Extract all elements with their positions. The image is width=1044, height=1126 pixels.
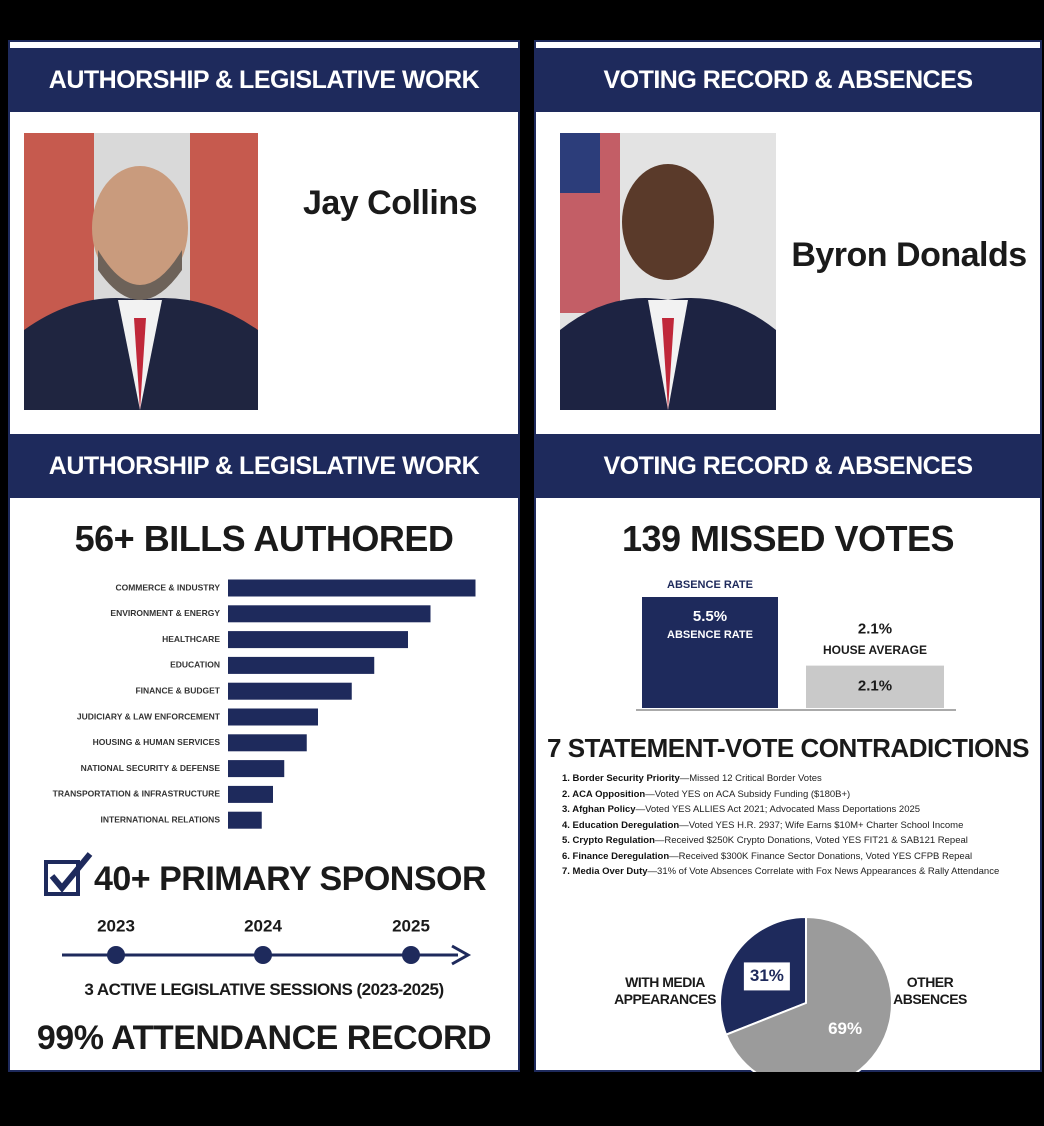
bar [228, 785, 273, 803]
timeline-year: 2024 [244, 916, 282, 935]
contradiction-detail: —Missed 12 Critical Border Votes [679, 773, 822, 784]
photo [560, 133, 776, 410]
pie-category: OTHER ABSENCES [893, 974, 967, 1007]
value-label: 5.5% [693, 608, 727, 625]
section-header: VOTING RECORD & ABSENCES [536, 434, 1040, 498]
contradiction-topic: 1. Border Security Priority [562, 773, 680, 784]
value-label: 2.1% [858, 621, 892, 638]
checkbox-icon [44, 852, 93, 896]
bar [228, 708, 318, 726]
bar-label: EDUCATION [170, 660, 220, 670]
bar [228, 682, 352, 700]
bar-label: ENVIRONMENT & ENERGY [110, 608, 220, 618]
bar [228, 811, 262, 829]
timeline-dot [254, 946, 272, 964]
contradiction-topic: 3. Afghan Policy [562, 804, 636, 815]
contradiction-item: 5. Crypto Regulation—Received $250K Cryp… [562, 833, 1032, 849]
bar [228, 631, 408, 649]
contradiction-item: 3. Afghan Policy—Voted YES ALLIES Act 20… [562, 802, 1032, 818]
value-label: 69% [828, 1019, 862, 1038]
bar [806, 665, 944, 708]
contradiction-item: 7. Media Over Duty—31% of Vote Absences … [562, 864, 1032, 880]
person-name: Jay Collins [302, 184, 478, 222]
timeline-year: 2023 [97, 916, 135, 935]
header: AUTHORSHIP & LEGISLATIVE WORK [10, 48, 518, 112]
bar-label: INTERNATIONAL RELATIONS [101, 814, 221, 824]
contradiction-item: 6. Finance Deregulation—Received $300K F… [562, 849, 1032, 865]
bar-label: TRANSPORTATION & INFRASTRUCTURE [53, 789, 221, 799]
section-header: AUTHORSHIP & LEGISLATIVE WORK [10, 434, 518, 498]
bar-category: ABSENCE RATE [667, 629, 753, 641]
bar [228, 734, 307, 752]
bar [228, 579, 476, 597]
contradiction-detail: —31% of Vote Absences Correlate with Fox… [647, 866, 1000, 877]
bottom-bar [0, 1072, 1044, 1126]
bar-label: JUDICIARY & LAW ENFORCEMENT [77, 711, 221, 721]
contradiction-topic: 6. Finance Deregulation [562, 850, 670, 862]
bar [642, 597, 778, 708]
photo [24, 133, 258, 410]
contradiction-topic: 4. Education Deregulation [562, 819, 680, 831]
bar-label: HEALTHCARE [162, 634, 220, 644]
contradiction-detail: —Received $250K Crypto Donations, Voted … [654, 835, 968, 846]
bar-category: HOUSE AVERAGE [823, 643, 927, 657]
bar [228, 656, 375, 674]
bar-label: FINANCE & BUDGET [135, 685, 220, 695]
value-label: 2.1% [858, 678, 892, 695]
contradiction-topic: 7. Media Over Duty [562, 866, 648, 877]
timeline-dot [107, 946, 125, 964]
contradiction-item: 1. Border Security Priority—Missed 12 Cr… [562, 771, 1032, 787]
bar-category: ABSENCE RATE [667, 579, 753, 591]
label-box [743, 962, 790, 991]
timeline-caption: 3 ACTIVE LEGISLATIVE SESSIONS (2023-2025… [84, 980, 444, 999]
chart-title: 139 MISSED VOTES [621, 518, 955, 559]
contradiction-item: 4. Education Deregulation—Voted YES H.R.… [562, 818, 1032, 834]
contradiction-detail: —Received $300K Finance Sector Donations… [669, 850, 973, 862]
contradiction-detail: —Voted YES ALLIES Act 2021; Advocated Ma… [635, 804, 921, 815]
contradiction-detail: —Voted YES H.R. 2937; Wife Earns $10M+ C… [679, 819, 964, 831]
header: VOTING RECORD & ABSENCES [536, 48, 1040, 112]
chart-title: 56+ BILLS AUTHORED [74, 518, 454, 559]
timeline-dot [402, 946, 420, 964]
contradictions-list: 1. Border Security Priority—Missed 12 Cr… [562, 771, 1032, 880]
value-label: 31% [750, 966, 784, 985]
contradiction-detail: —Voted YES on ACA Subsidy Funding ($180B… [645, 788, 851, 800]
contradictions-title: 7 STATEMENT-VOTE CONTRADICTIONS [547, 733, 1029, 763]
sponsor-heading: 40+ PRIMARY SPONSOR [93, 860, 487, 898]
bar-label: COMMERCE & INDUSTRY [115, 582, 220, 592]
bar [228, 605, 431, 623]
contradiction-item: 2. ACA Opposition—Voted YES on ACA Subsi… [562, 787, 1032, 803]
contradiction-topic: 2. ACA Opposition [562, 788, 646, 800]
person-name: Byron Donalds [791, 236, 1027, 274]
bar-label: HOUSING & HUMAN SERVICES [93, 737, 221, 747]
contradiction-topic: 5. Crypto Regulation [562, 835, 655, 846]
timeline-year: 2025 [392, 916, 430, 935]
bar-label: NATIONAL SECURITY & DEFENSE [81, 763, 221, 773]
pie-category: WITH MEDIA APPEARANCES [614, 974, 716, 1007]
attendance-heading: 99% ATTENDANCE RECORD [36, 1019, 492, 1057]
bar [228, 760, 285, 778]
